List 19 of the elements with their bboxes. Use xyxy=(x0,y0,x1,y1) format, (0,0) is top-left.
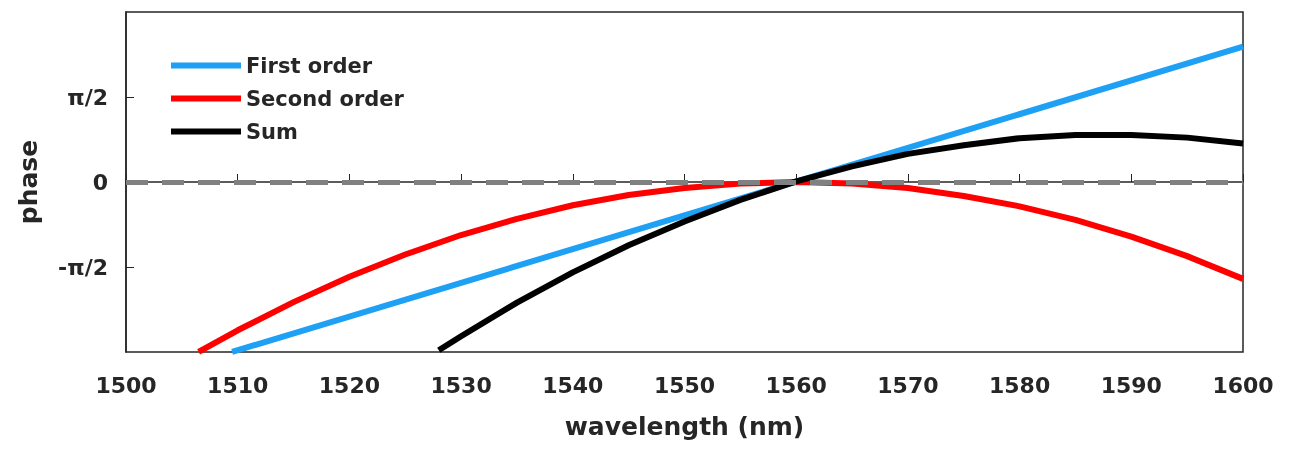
x-tick-label: 1580 xyxy=(988,372,1051,398)
x-tick-label: 1510 xyxy=(207,372,269,398)
legend-label: Second order xyxy=(246,86,405,111)
x-axis-title: wavelength (nm) xyxy=(564,412,805,441)
y-axis-title: phase xyxy=(14,139,43,225)
x-tick-label: 1590 xyxy=(1100,372,1162,398)
x-tick-label: 1530 xyxy=(430,372,492,398)
x-tick-label: 1520 xyxy=(318,372,381,398)
x-tick-label: 1550 xyxy=(653,372,716,398)
x-tick-label: 1540 xyxy=(542,372,604,398)
y-tick-label: π/2 xyxy=(67,84,108,110)
x-tick-label: 1570 xyxy=(877,372,939,398)
y-tick-label: 0 xyxy=(92,169,108,195)
legend-label: First order xyxy=(246,53,373,78)
x-tick-label: 1560 xyxy=(765,372,827,398)
x-tick-label: 1500 xyxy=(95,372,157,398)
x-tick-label: 1600 xyxy=(1212,372,1274,398)
legend-label: Sum xyxy=(246,119,298,144)
y-tick-label: -π/2 xyxy=(58,254,108,280)
